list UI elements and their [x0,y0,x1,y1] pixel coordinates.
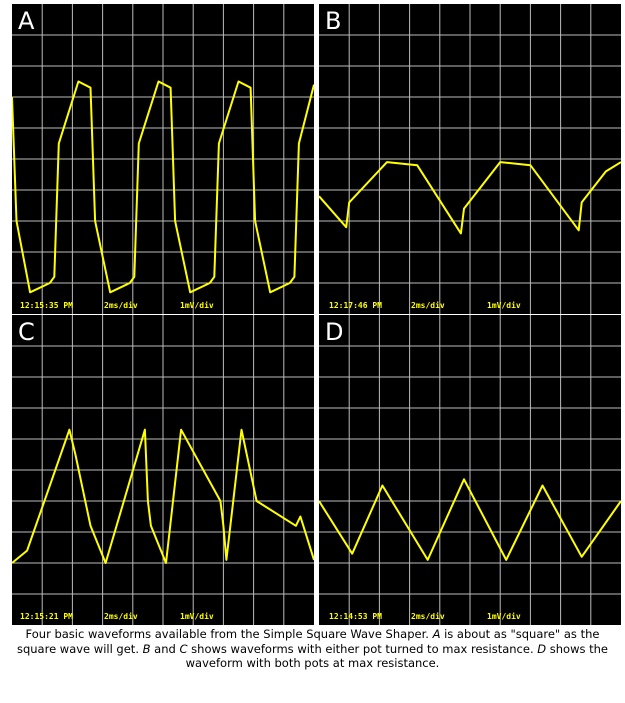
caption-ref-d: D [537,641,547,656]
caption-text-3: and [150,641,180,656]
scope-screen-c [12,315,314,625]
scope-screen-d [319,315,621,625]
scope-panel-c: C 12:15:21 PM 2ms/div 1mV/div [12,315,314,625]
caption-ref-b: B [142,641,151,656]
timebase-readout-a: 2ms/div [104,301,138,310]
timebase-readout-d: 2ms/div [411,612,445,621]
scope-screen-b [319,4,621,314]
timebase-readout-c: 2ms/div [104,612,138,621]
volts-readout-c: 1mV/div [180,612,214,621]
caption-text-5: shows the waveform with both pots at max… [185,641,609,671]
panel-label-b: B [325,7,342,35]
time-readout-d: 12:14:53 PM [329,612,382,621]
panel-label-a: A [18,7,35,35]
panel-label-d: D [325,318,344,346]
caption-text-2: is about as "square" as the square wave … [16,627,600,656]
caption-text-1: Four basic waveforms available from the … [25,627,433,641]
volts-readout-b: 1mV/div [487,301,521,310]
scope-panel-b: B 12:17:46 PM 2ms/div 1mV/div [319,4,621,314]
time-readout-c: 12:15:21 PM [20,612,73,621]
timebase-readout-b: 2ms/div [411,301,445,310]
waveform-trace-c [12,428,314,564]
time-readout-a: 12:15:35 PM [20,301,73,310]
scope-panel-a: A 12:15:35 PM 2ms/div 1mV/div [12,4,314,314]
caption-text-4: shows waveforms with either pot turned t… [187,641,538,656]
waveform-trace-b [319,161,621,235]
caption-ref-c: C [179,641,188,656]
waveform-trace-a [12,80,314,294]
scope-screen-a [12,4,314,314]
time-readout-b: 12:17:46 PM [329,301,382,310]
figure-caption: Four basic waveforms available from the … [8,627,617,671]
caption-ref-a: A [432,627,441,641]
scope-panel-d: D 12:14:53 PM 2ms/div 1mV/div [319,315,621,625]
waveform-trace-d [319,478,621,561]
volts-readout-d: 1mV/div [487,612,521,621]
panel-label-c: C [18,318,35,346]
volts-readout-a: 1mV/div [180,301,214,310]
